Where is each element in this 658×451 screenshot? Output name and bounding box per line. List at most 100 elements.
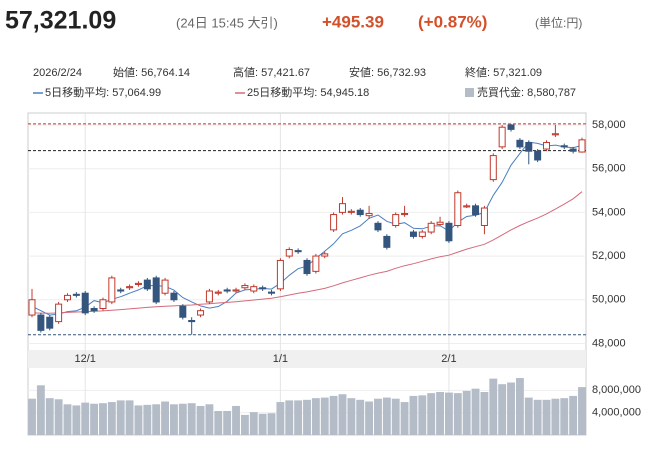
candle-body — [551, 133, 559, 136]
candle-body — [46, 316, 54, 329]
volume-bar — [240, 414, 249, 435]
y-tick-label: 58,000 — [592, 119, 626, 131]
y-tick-label: 56,000 — [592, 163, 626, 175]
volume-bar — [107, 402, 116, 435]
candle-body — [259, 287, 267, 290]
time: (24日 15:45 大引) — [176, 15, 278, 30]
candle-body — [356, 209, 364, 216]
volume-bar — [223, 410, 232, 435]
volume-bar — [81, 402, 90, 435]
legend-label: 5日移動平均: 57,064.99 — [45, 85, 161, 99]
date: 2026/2/24 — [33, 67, 82, 79]
change: +495.39 — [322, 12, 384, 31]
candle-body — [569, 148, 577, 152]
candle-body — [152, 277, 160, 303]
candle-body — [294, 250, 302, 253]
candle-body — [179, 305, 187, 318]
candle-body — [81, 292, 89, 314]
candle-body — [507, 124, 515, 130]
candle-body — [374, 222, 382, 231]
volume-bar — [338, 394, 347, 435]
y2-tick-label: 4,000,000 — [592, 407, 641, 419]
candle-body — [214, 291, 222, 294]
volume-bar — [462, 390, 471, 435]
volume-bar — [232, 405, 240, 435]
y-tick-label: 48,000 — [592, 337, 626, 349]
volume-bar — [54, 399, 63, 435]
volume-bar — [480, 392, 489, 435]
candle-body — [418, 231, 426, 237]
close: 終値: 57,321.09 — [465, 66, 542, 79]
volume-bar — [507, 382, 515, 435]
y-tick-label: 54,000 — [592, 206, 626, 218]
volume-bar — [578, 387, 586, 435]
volume-bar — [143, 404, 152, 435]
volume-bar — [347, 398, 356, 435]
volume-bar — [303, 399, 311, 435]
volume-bar — [382, 397, 391, 435]
candle-body — [409, 231, 417, 237]
volume-bar — [214, 410, 223, 435]
volume-bar — [515, 378, 524, 435]
volume-bar — [445, 392, 453, 435]
candle-body — [108, 277, 116, 303]
candle-body — [498, 126, 506, 148]
volume-bar — [178, 403, 187, 435]
candle-body — [338, 203, 346, 213]
volume-bar — [569, 395, 578, 435]
legend-swatch — [465, 88, 474, 97]
volume-bar — [152, 404, 161, 435]
candle-body — [72, 293, 80, 296]
volume-bar — [267, 413, 276, 435]
volume-bar — [72, 405, 81, 435]
candle-body — [480, 207, 488, 226]
legend-label: 25日移動平均: 54,945.18 — [247, 85, 369, 99]
candle-body — [365, 212, 373, 217]
x-tick-label: 1/1 — [273, 353, 288, 365]
volume-bar — [311, 398, 320, 435]
candle-body — [321, 253, 329, 257]
volume-bar — [427, 393, 436, 435]
date-band — [28, 350, 586, 368]
volume-bar — [374, 398, 382, 435]
ma-line — [31, 191, 583, 314]
candle-body — [170, 292, 178, 301]
volume-bar — [551, 398, 560, 435]
volume-bar — [134, 405, 143, 435]
low: 安値: 56,732.93 — [349, 66, 426, 79]
volume-bar — [524, 397, 533, 435]
candle-body — [534, 150, 542, 161]
candle-body — [143, 279, 151, 290]
volume-bar — [560, 398, 569, 435]
candle-body — [330, 214, 338, 231]
candle-body — [436, 221, 444, 225]
volume-bar — [63, 404, 72, 435]
candle-body — [489, 155, 497, 181]
volume-bar — [391, 398, 400, 435]
candle-body — [28, 299, 36, 316]
volume-bar — [542, 399, 551, 435]
legend-label: 売買代金: 8,580,787 — [477, 86, 576, 99]
volume-bar — [36, 385, 45, 435]
candle-body — [543, 141, 551, 150]
candle-body — [303, 259, 311, 275]
candle-body — [197, 310, 205, 316]
volume-bar — [161, 401, 169, 435]
volume-bar — [489, 378, 498, 435]
candle-body — [276, 259, 284, 290]
y-tick-label: 52,000 — [592, 250, 626, 262]
candle-body — [383, 235, 391, 248]
volume-bar — [99, 403, 107, 435]
candle-body — [232, 289, 240, 292]
volume-bar — [294, 400, 303, 435]
unit: (単位:円) — [535, 16, 582, 30]
volume-bar — [116, 400, 125, 435]
volume-bar — [205, 404, 214, 435]
candle-body — [205, 290, 213, 303]
candle-body — [445, 222, 453, 242]
candle-body — [472, 205, 480, 216]
volume-bar — [187, 403, 196, 435]
candle-body — [454, 192, 462, 226]
price: 57,321.09 — [5, 7, 116, 35]
